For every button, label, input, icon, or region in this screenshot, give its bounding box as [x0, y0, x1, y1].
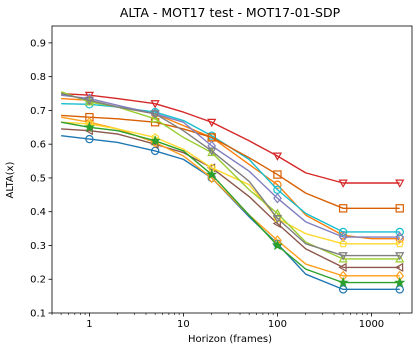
series-line — [61, 128, 400, 269]
x-tick-label: 100 — [268, 319, 287, 330]
series-marker — [207, 118, 217, 128]
y-tick-label: 0.5 — [30, 173, 46, 184]
plot-frame — [51, 25, 413, 314]
series-marker — [339, 239, 348, 248]
series-line — [61, 121, 400, 245]
series-marker — [206, 168, 218, 180]
series-marker — [273, 170, 282, 179]
series-marker — [395, 285, 404, 294]
series-marker — [272, 152, 283, 161]
series-line — [60, 92, 400, 257]
chart-title: ALTA - MOT17 test - MOT17-01-SDP — [120, 5, 341, 20]
series-group — [60, 121, 406, 288]
series-line — [60, 121, 400, 284]
series-marker — [150, 114, 160, 123]
series-marker — [338, 252, 348, 261]
series-marker — [338, 231, 348, 243]
series-marker — [338, 204, 348, 213]
series-marker — [395, 179, 405, 188]
y-tick-label: 0.7 — [30, 106, 46, 117]
series-marker — [271, 239, 283, 251]
y-tick-label: 0.6 — [30, 140, 46, 151]
series-marker — [273, 192, 282, 204]
series-marker — [207, 147, 217, 156]
series-marker — [272, 208, 283, 217]
y-tick-label: 0.4 — [30, 207, 46, 218]
x-tick-label: 1 — [86, 319, 92, 330]
x-axis: 1 10 100 1000 — [51, 313, 401, 330]
series-line — [60, 91, 400, 260]
series-line — [61, 97, 400, 240]
series-group — [60, 92, 405, 261]
series-marker — [395, 227, 404, 237]
y-axis: 0.1 0.2 0.3 0.4 0.5 0.6 0.7 0.8 0.9 — [30, 38, 52, 320]
series-marker — [338, 254, 348, 263]
plot-series — [60, 91, 406, 294]
series-marker — [83, 121, 95, 132]
series-marker — [337, 276, 349, 288]
y-tick-label: 0.8 — [30, 72, 46, 83]
x-axis-label: Horizon (frames) — [188, 334, 272, 345]
series-marker — [338, 179, 348, 188]
series-marker — [338, 227, 348, 237]
series-marker — [394, 262, 404, 273]
series-line — [61, 114, 400, 210]
series-marker — [395, 204, 404, 213]
x-tick-label: 10 — [177, 319, 190, 330]
y-tick-label: 0.3 — [30, 241, 46, 252]
y-axis-label: ALTA(x) — [5, 161, 16, 198]
series-marker — [395, 239, 404, 248]
series-marker — [394, 276, 406, 288]
series-marker — [84, 96, 95, 106]
y-tick-label: 0.2 — [30, 275, 46, 286]
series-marker — [395, 252, 405, 261]
series-group — [61, 91, 405, 188]
series-marker — [395, 231, 405, 243]
series-line — [61, 102, 400, 233]
series-line — [61, 92, 400, 184]
series-marker — [150, 110, 160, 119]
series-marker — [272, 214, 283, 224]
series-marker — [395, 254, 405, 263]
y-tick-label: 0.9 — [30, 38, 46, 49]
series-marker — [338, 285, 348, 294]
series-marker — [150, 100, 160, 109]
series-marker — [85, 134, 94, 144]
series-marker — [273, 180, 282, 189]
series-line — [61, 94, 400, 238]
series-marker — [149, 134, 161, 146]
x-tick-label: 1000 — [359, 319, 384, 330]
series-line — [60, 116, 400, 277]
series-marker — [338, 262, 347, 273]
y-tick-label: 0.1 — [30, 309, 46, 320]
